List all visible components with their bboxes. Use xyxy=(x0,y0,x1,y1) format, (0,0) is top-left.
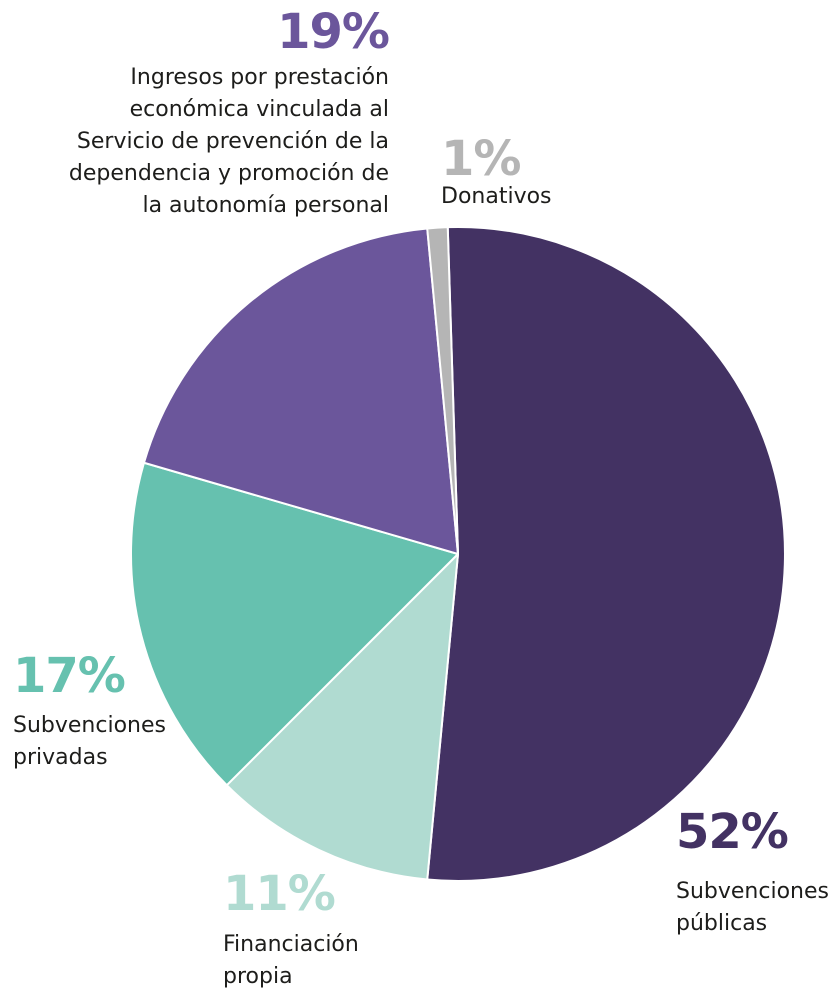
pie-slice xyxy=(426,226,786,882)
category-label-line: la autonomía personal xyxy=(142,193,389,218)
pct-label-financiacion-propia: 11% xyxy=(223,866,336,922)
category-label-line: privadas xyxy=(13,745,108,770)
category-label-line: públicas xyxy=(676,911,768,936)
pie-slice xyxy=(225,553,459,881)
category-label-donativos: Donativos xyxy=(441,181,552,213)
pie-slice xyxy=(130,461,459,787)
category-label-line: Servicio de prevención de la xyxy=(76,129,389,154)
pie-slice xyxy=(142,227,459,555)
pie-slices xyxy=(130,226,786,882)
category-label-subvenciones-privadas: Subvenciones privadas xyxy=(13,710,166,774)
pct-label-ingresos-prestacion: 19% xyxy=(277,4,390,60)
category-label-line: económica vinculada al xyxy=(129,97,389,122)
category-label-line: Subvenciones xyxy=(13,713,166,738)
category-label-line: Ingresos por prestación xyxy=(130,65,389,90)
category-label-line: Subvenciones xyxy=(676,879,829,904)
pct-label-subvenciones-privadas: 17% xyxy=(13,648,126,704)
category-label-line: Financiación xyxy=(223,932,359,957)
category-label-line: propia xyxy=(223,964,293,989)
category-label-financiacion-propia: Financiación propia xyxy=(223,929,359,993)
pct-label-donativos: 1% xyxy=(441,131,521,187)
category-label-subvenciones-publicas: Subvenciones públicas xyxy=(676,876,829,940)
category-label-line: dependencia y promoción de xyxy=(68,161,389,186)
pie-slice xyxy=(426,226,459,555)
pct-label-subvenciones-publicas: 52% xyxy=(676,804,789,860)
category-label-ingresos-prestacion: Ingresos por prestación económica vincul… xyxy=(69,62,389,222)
category-label-line: Donativos xyxy=(441,184,552,209)
